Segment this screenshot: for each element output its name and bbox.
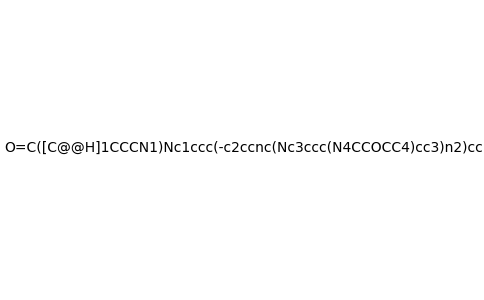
Text: O=C([C@@H]1CCCN1)Nc1ccc(-c2ccnc(Nc3ccc(N4CCOCC4)cc3)n2)cc1: O=C([C@@H]1CCCN1)Nc1ccc(-c2ccnc(Nc3ccc(N… bbox=[4, 140, 484, 154]
